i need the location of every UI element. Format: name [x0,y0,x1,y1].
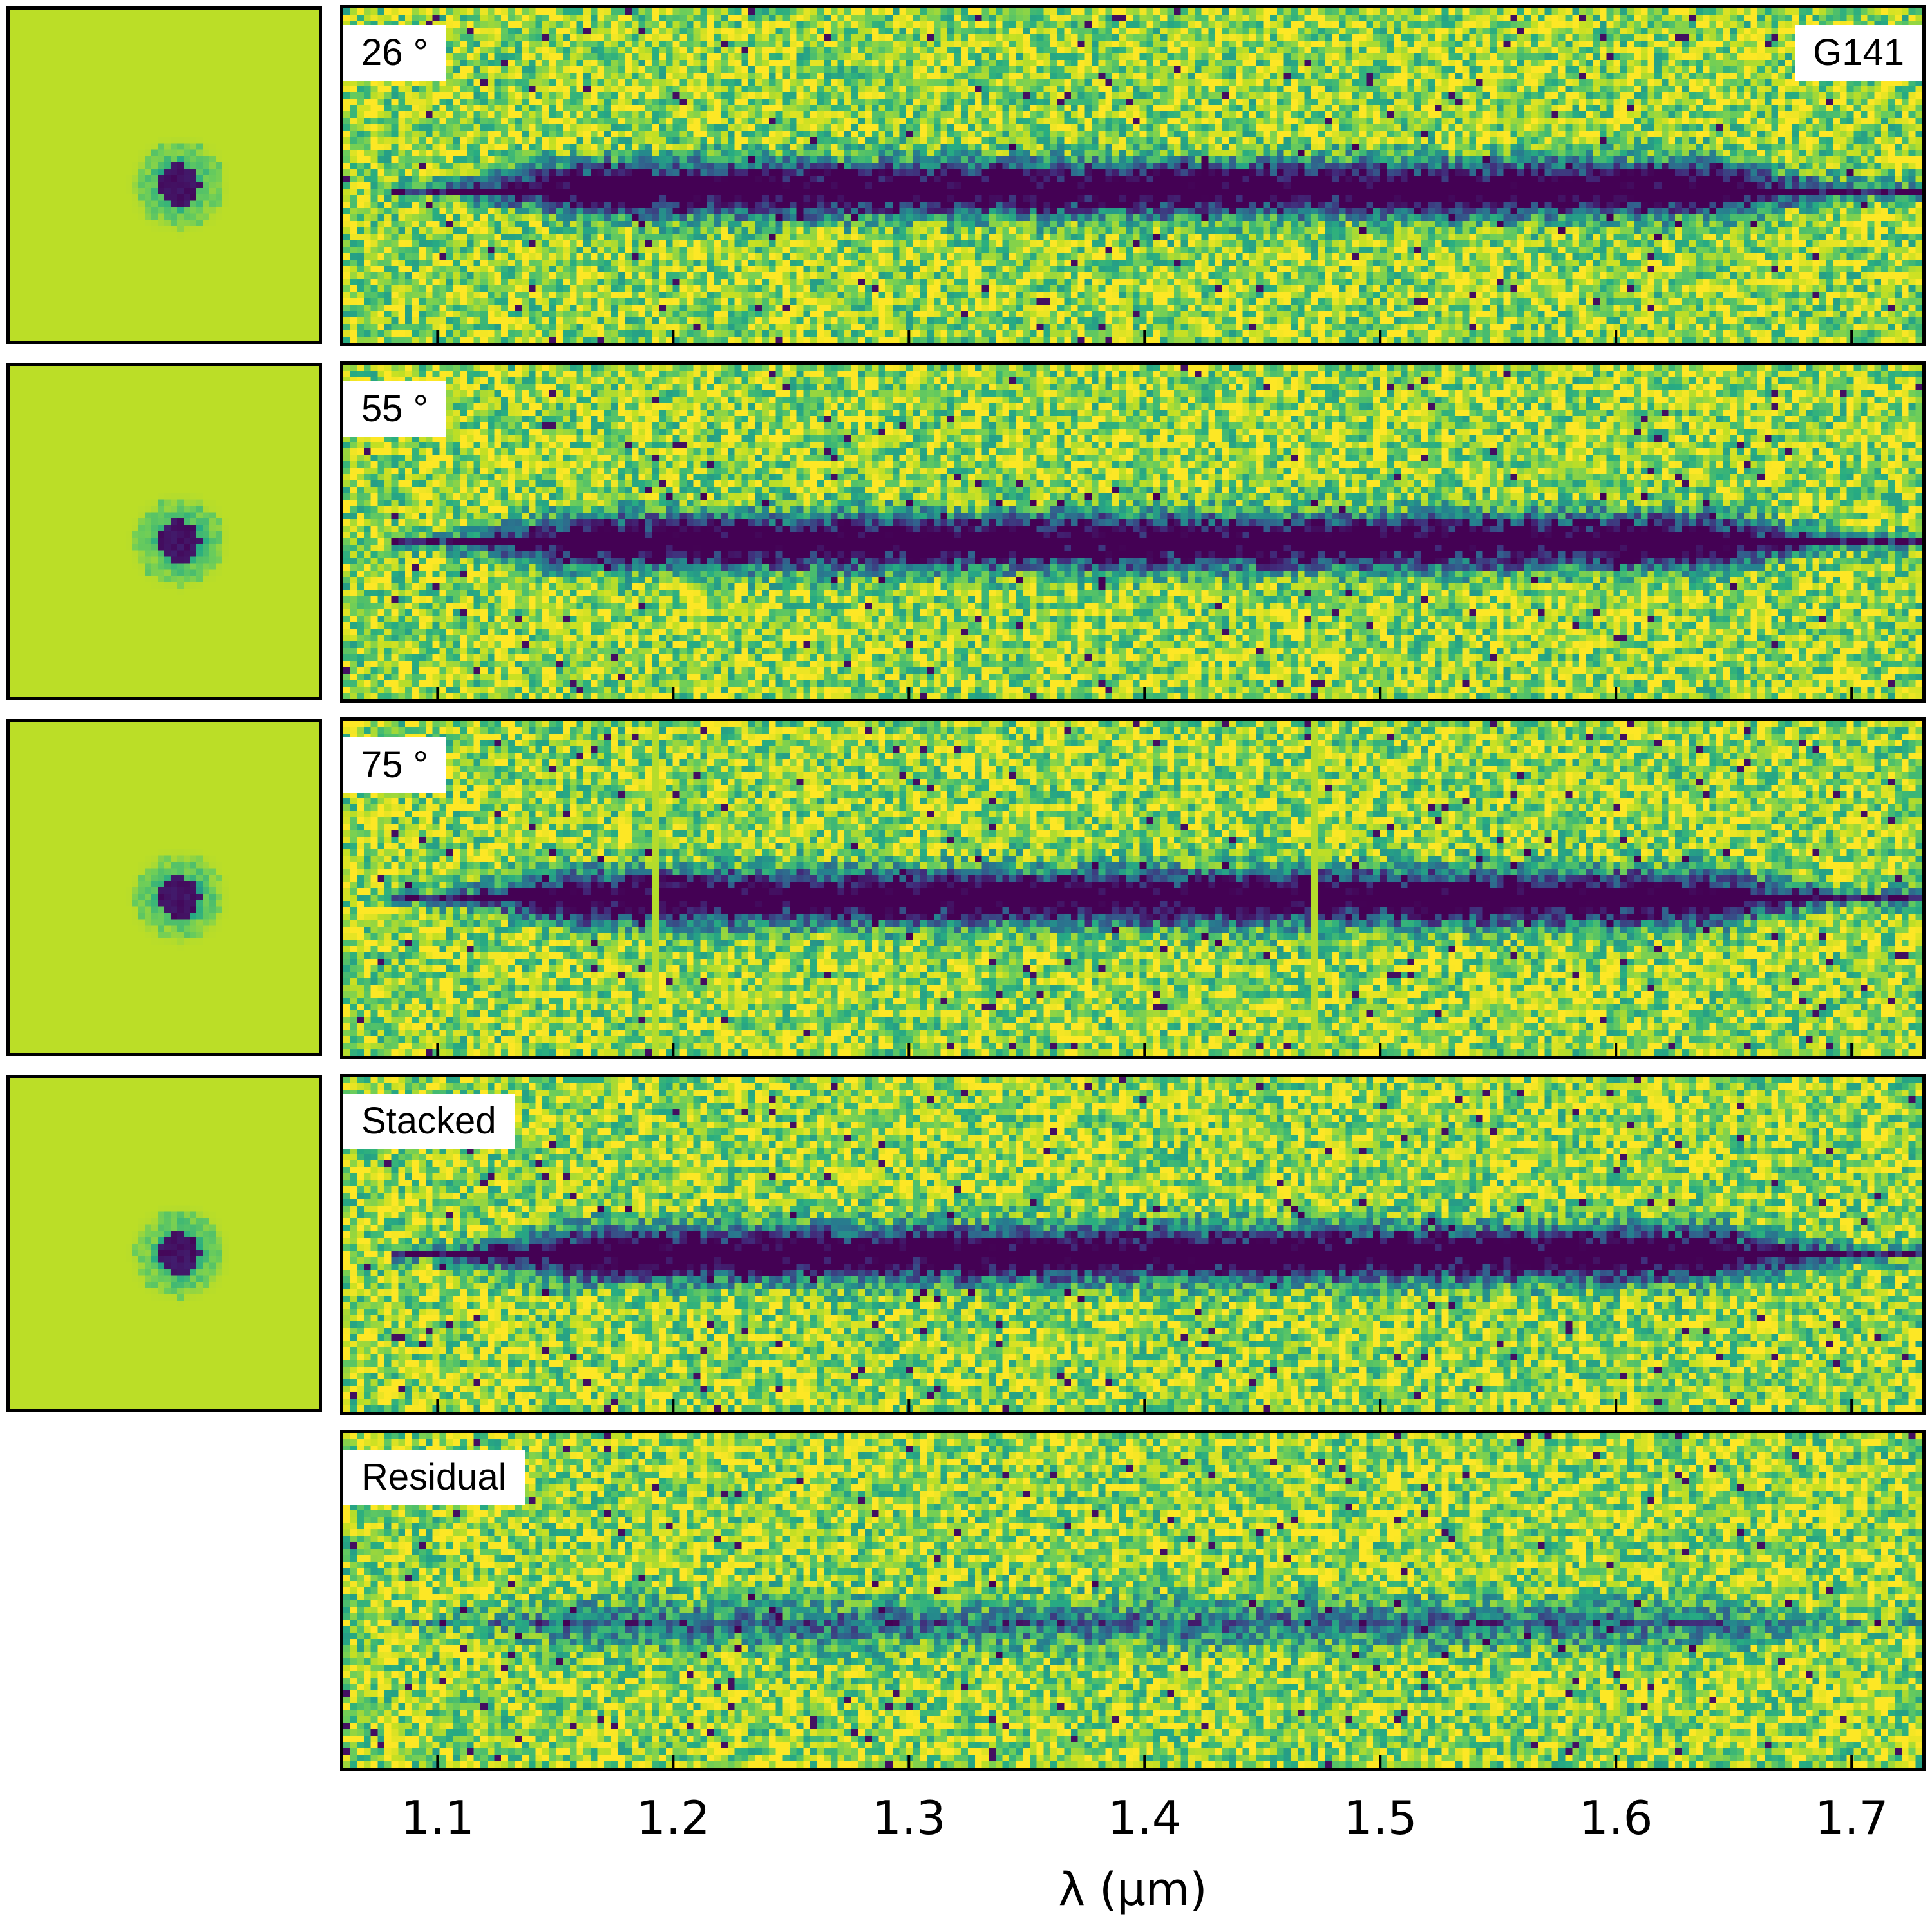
direct-image-canvas [10,10,319,341]
x-axis-label: λ (μm) [1058,1863,1207,1916]
spectrum-panel-26: 26 ° G141 [340,5,1926,346]
panel-label: Residual [343,1450,525,1505]
panel-label: 75 ° [343,737,446,793]
spectrum-heatmap [343,721,1922,1056]
spectrum-heatmap [343,365,1922,699]
spectrum-heatmap [343,8,1922,343]
x-axis: 1.1 1.2 1.3 1.4 1.5 1.6 1.7 λ (μm) [401,1791,1889,1916]
tick-marks [436,1399,1853,1412]
direct-image-stacked [6,1075,322,1412]
x-tick-label: 1.2 [636,1791,710,1845]
x-tick-label: 1.3 [872,1791,946,1845]
grism-label: G141 [1795,25,1922,80]
direct-image-canvas [10,366,319,697]
tick-marks [436,1043,1853,1056]
spectrum-panel-75: 75 ° [340,717,1926,1059]
spectrum-panel-residual: Residual [340,1430,1926,1771]
spectrum-heatmap [343,1433,1922,1768]
direct-image-canvas [10,1078,319,1409]
panel-label: 26 ° [343,25,446,80]
spectrum-heatmap [343,1077,1922,1412]
spectrum-panel-stacked: Stacked [340,1074,1926,1415]
direct-image-75 [6,719,322,1056]
direct-image-canvas [10,722,319,1053]
tick-marks [436,1755,1853,1768]
panel-label: Stacked [343,1094,515,1149]
x-tick-label: 1.1 [401,1791,475,1845]
tick-marks [436,330,1853,343]
x-tick-label: 1.6 [1579,1791,1653,1845]
direct-image-55 [6,363,322,700]
x-tick-label: 1.4 [1108,1791,1182,1845]
tick-marks [436,687,1853,699]
direct-image-26 [6,6,322,344]
x-tick-label: 1.7 [1815,1791,1889,1845]
x-tick-label: 1.5 [1343,1791,1417,1845]
panel-label: 55 ° [343,381,446,437]
spectrum-panel-55: 55 ° [340,361,1926,703]
